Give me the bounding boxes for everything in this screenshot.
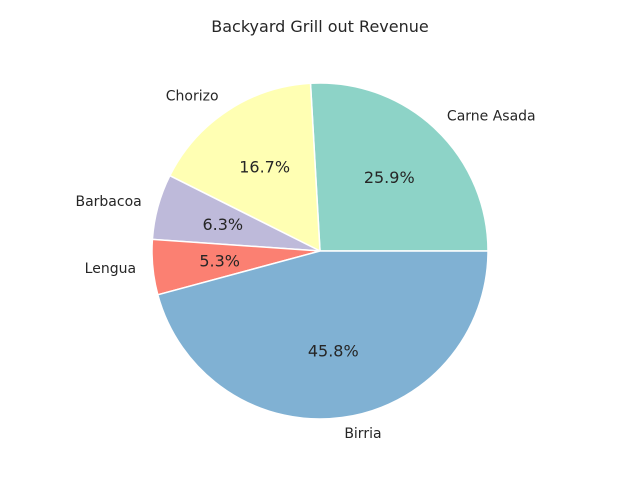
category-label-lengua: Lengua [85, 261, 136, 277]
pie-slice-carne-asada [309, 82, 489, 252]
value-label-lengua: 5.3% [199, 251, 240, 270]
category-label-chorizo: Chorizo [166, 89, 219, 105]
percentage-labels: 25.9% 16.7% 6.3% 5.3% 45.8% [199, 157, 414, 360]
category-label-barbacoa: Barbacoa [75, 194, 141, 210]
category-label-carne-asada: Carne Asada [447, 109, 536, 125]
value-label-birria: 45.8% [308, 341, 359, 360]
value-label-carne-asada: 25.9% [364, 168, 415, 187]
category-labels: Carne Asada Chorizo Barbacoa Lengua Birria [75, 89, 535, 443]
pie-slices [151, 82, 489, 420]
value-label-chorizo: 16.7% [239, 157, 290, 176]
pie-slice-chorizo [168, 82, 321, 253]
category-label-birria: Birria [344, 426, 381, 442]
chart-title: Backyard Grill out Revenue [211, 17, 428, 36]
pie-slice-birria [156, 250, 489, 420]
value-label-barbacoa: 6.3% [202, 215, 243, 234]
